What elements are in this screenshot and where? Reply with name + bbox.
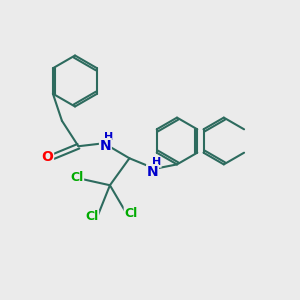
Text: H: H [104,132,113,142]
Text: H: H [152,157,161,167]
Text: Cl: Cl [124,207,137,220]
Text: O: O [42,150,53,164]
Text: N: N [100,139,111,153]
Text: Cl: Cl [85,210,98,223]
Text: Cl: Cl [70,171,83,184]
Text: N: N [147,165,158,179]
